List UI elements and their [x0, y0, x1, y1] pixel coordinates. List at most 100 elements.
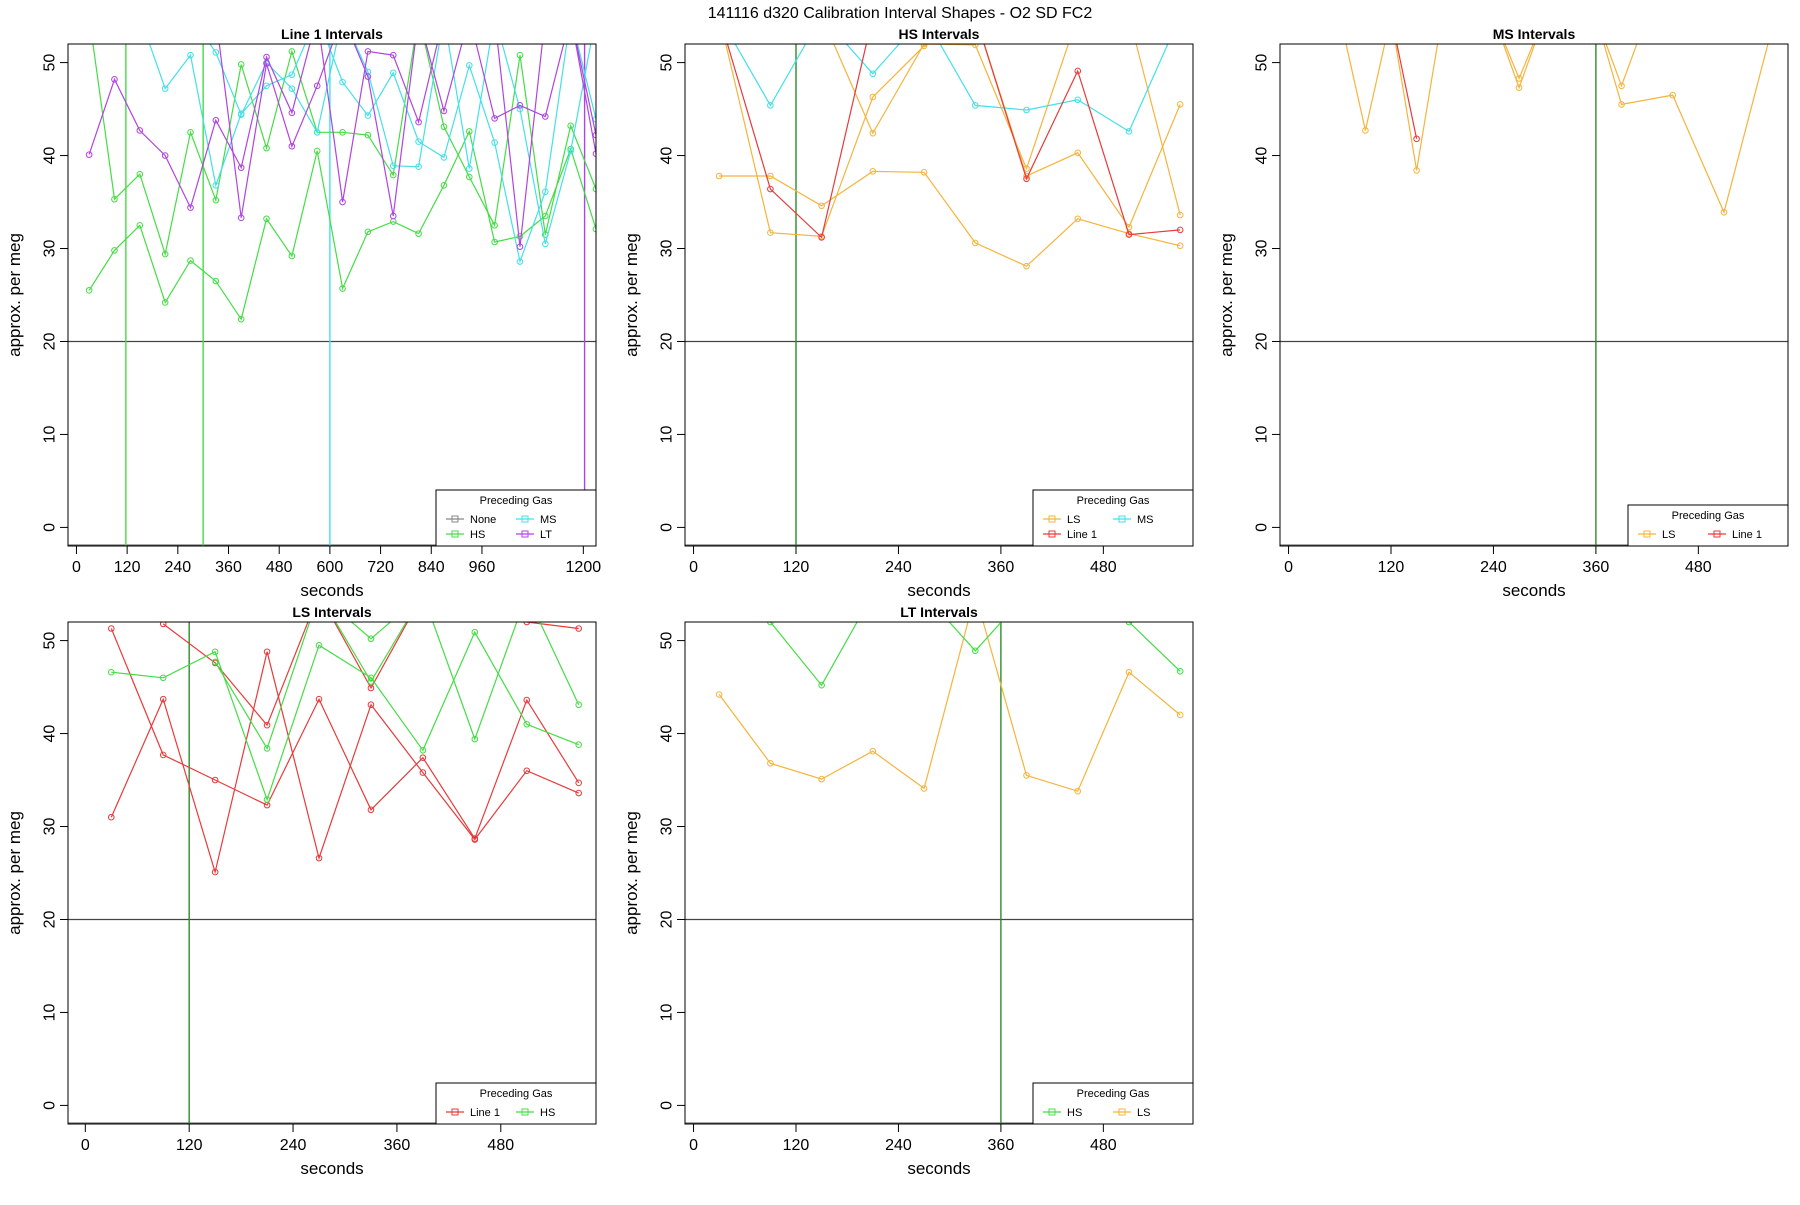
data-point	[1176, 711, 1184, 719]
panel-hs: HS Intervals approx. per meg seconds 0 10 20 3…	[622, 26, 1194, 600]
data-point	[971, 647, 979, 655]
data-point	[465, 165, 473, 172]
legend-title: Preceding Gas	[480, 495, 553, 507]
x-tick-label: 360	[988, 559, 1015, 576]
series-line-ms	[734, 44, 1169, 133]
legend-swatch-marker	[1048, 1108, 1056, 1116]
y-tick-label: 50	[659, 632, 676, 650]
data-point	[212, 49, 220, 56]
x-tick-label: 720	[367, 559, 394, 576]
y-tick-label: 50	[1254, 54, 1271, 72]
data-point	[567, 147, 574, 155]
series-line-hs	[214, 622, 580, 750]
data-point	[237, 164, 245, 171]
data-point	[592, 185, 596, 193]
x-tick-label: 240	[164, 559, 191, 576]
x-tick-label: 480	[1685, 559, 1712, 576]
data-point	[523, 720, 531, 728]
data-point	[869, 747, 877, 755]
data-point	[592, 225, 596, 233]
x-tick-label: 360	[988, 1137, 1015, 1154]
data-point	[516, 102, 524, 109]
panel-title: LT Intervals	[900, 604, 978, 620]
plot-frame	[67, 621, 597, 1125]
y-axis-label: approx. per meg	[1217, 233, 1236, 357]
data-point	[1074, 149, 1082, 157]
data-point	[592, 131, 596, 139]
data-point	[1074, 96, 1082, 104]
data-point	[971, 102, 979, 109]
legend-swatch-marker	[1048, 530, 1056, 538]
data-point	[1669, 91, 1677, 99]
data-point	[313, 129, 321, 136]
data-point	[364, 228, 372, 236]
data-point	[211, 776, 219, 784]
legend-entry: MS	[540, 514, 557, 526]
series-line-hs	[111, 630, 579, 802]
legend-box	[435, 1082, 597, 1125]
legend-box	[1627, 504, 1789, 547]
data-point	[107, 668, 115, 676]
data-point	[85, 287, 93, 294]
legend: Preceding Gas HS LS	[1032, 1082, 1194, 1125]
x-tick-label: 120	[783, 559, 810, 576]
legend-entry: Line 1	[470, 1107, 500, 1119]
series-line-line-1	[1396, 44, 1418, 139]
legend-box	[1032, 1082, 1194, 1125]
data-point	[111, 247, 118, 254]
x-axis-label: seconds	[1502, 581, 1565, 600]
data-point	[1125, 128, 1133, 135]
figure-title: 141116 d320 Calibration Interval Shapes …	[708, 5, 1093, 22]
data-point	[767, 185, 774, 193]
x-tick-label: 960	[469, 559, 496, 576]
series-line-hs	[88, 129, 596, 321]
x-tick-label: 1200	[566, 559, 602, 576]
y-tick-label: 0	[659, 1101, 676, 1110]
data-point	[212, 182, 220, 189]
data-point	[159, 674, 167, 682]
data-point	[1176, 667, 1184, 675]
data-point	[491, 115, 498, 122]
data-point	[1023, 262, 1030, 270]
data-point	[1023, 175, 1030, 183]
x-tick-label: 360	[384, 1137, 411, 1154]
data-point	[419, 769, 427, 776]
data-point	[389, 162, 397, 170]
legend-entry: LS	[1137, 1107, 1150, 1119]
legend-swatch-marker	[451, 515, 459, 523]
data-point	[465, 128, 473, 135]
plot-area	[68, 622, 596, 1124]
panel-line1: Line 1 Intervals approx. per meg seconds 0 1…	[5, 26, 602, 600]
data-point	[575, 741, 582, 749]
data-point	[364, 112, 372, 119]
data-point	[237, 61, 245, 68]
data-point	[313, 82, 321, 90]
plot-area	[685, 44, 1193, 546]
data-point	[263, 144, 270, 152]
y-tick-label: 30	[1254, 240, 1271, 258]
data-point	[136, 127, 144, 134]
data-point	[920, 168, 928, 176]
data-point	[339, 129, 346, 136]
y-tick-label: 10	[1254, 425, 1271, 443]
data-point	[542, 188, 549, 196]
legend-swatch-marker	[521, 1108, 529, 1116]
data-point	[263, 53, 270, 61]
data-point	[415, 230, 422, 237]
data-point	[1074, 215, 1082, 223]
series-line-ls	[1345, 44, 1769, 215]
data-point	[136, 170, 144, 178]
data-point	[767, 172, 774, 180]
data-point	[575, 789, 582, 797]
data-point	[187, 257, 194, 264]
series-line-hs	[350, 622, 392, 640]
x-tick-label: 0	[689, 1137, 698, 1154]
data-point	[288, 252, 296, 260]
x-tick-label: 360	[215, 559, 242, 576]
data-point	[389, 171, 397, 179]
legend-swatch-marker	[1118, 1108, 1126, 1116]
y-tick-label: 20	[42, 332, 59, 350]
y-tick-label: 40	[42, 725, 59, 743]
